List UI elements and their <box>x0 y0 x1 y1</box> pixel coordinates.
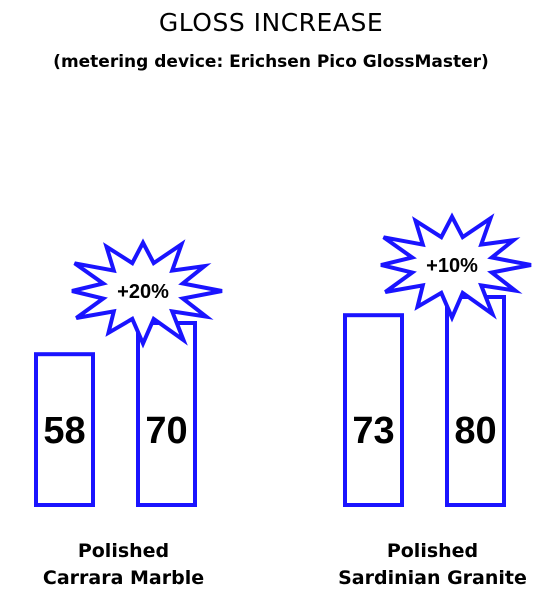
bar-value-label-0-0: 58 <box>43 410 85 452</box>
increase-label-1: +10% <box>426 255 478 277</box>
group-label-1-line-0: Polished <box>387 540 478 562</box>
starburst-0 <box>71 238 223 349</box>
bar-1-1 <box>445 295 506 507</box>
group-label-0-line-1: Carrara Marble <box>43 567 204 589</box>
bar-value-label-1-1: 80 <box>454 410 496 452</box>
starburst-1 <box>380 212 532 323</box>
bar-1-0 <box>343 313 404 508</box>
bar-value-label-1-0: 73 <box>352 410 394 452</box>
chart-subtitle: (metering device: Erichsen Pico GlossMas… <box>53 52 489 72</box>
chart-title: GLOSS INCREASE <box>158 8 384 37</box>
group-label-1-line-1: Sardinian Granite <box>338 567 527 589</box>
bar-0-0 <box>34 352 95 508</box>
increase-label-0: +20% <box>117 281 169 303</box>
group-label-0-line-0: Polished <box>78 540 169 562</box>
bar-value-label-0-1: 70 <box>145 410 187 452</box>
